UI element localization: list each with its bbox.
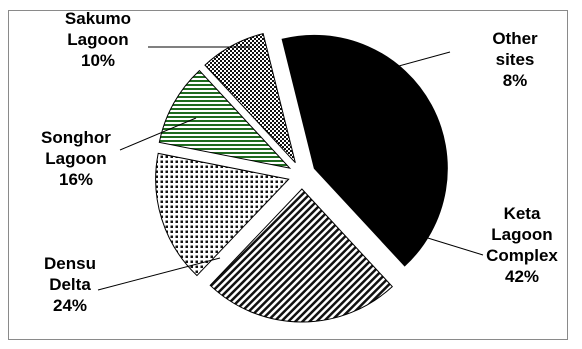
leader-line-keta	[417, 234, 484, 256]
leader-line-songhor	[119, 117, 197, 151]
slice-label-keta: Keta Lagoon Complex 42%	[486, 204, 558, 286]
leader-line-other	[354, 51, 451, 79]
slice-other	[204, 33, 296, 164]
slice-songhor	[155, 152, 290, 277]
slice-keta	[281, 34, 448, 267]
slice-label-other: Other sites 8%	[492, 29, 538, 90]
slice-label-densu: Densu Delta 24%	[44, 254, 96, 315]
leader-line-densu	[97, 257, 221, 291]
slice-sakumo	[158, 69, 292, 169]
slice-label-sakumo: Sakumo Lagoon 10%	[64, 9, 132, 70]
slice-densu	[209, 188, 393, 323]
chart-frame	[8, 10, 568, 340]
slice-label-songhor: Songhor Lagoon 16%	[41, 128, 111, 189]
